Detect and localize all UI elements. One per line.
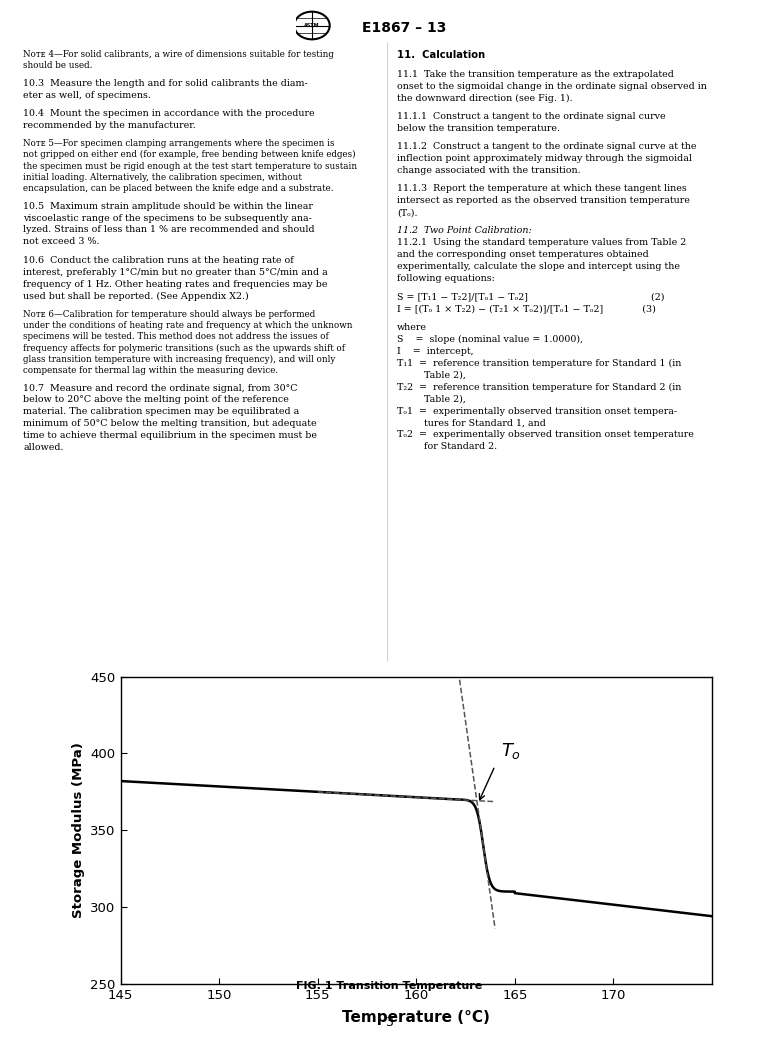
Text: compensate for thermal lag within the measuring device.: compensate for thermal lag within the me…	[23, 366, 279, 375]
Text: Tₒ2  =  experimentally observed transition onset temperature: Tₒ2 = experimentally observed transition…	[397, 430, 694, 439]
Text: frequency of 1 Hz. Other heating rates and frequencies may be: frequency of 1 Hz. Other heating rates a…	[23, 280, 328, 288]
Text: 11.1.1  Construct a tangent to the ordinate signal curve: 11.1.1 Construct a tangent to the ordina…	[397, 111, 665, 121]
Text: the downward direction (see Fig. 1).: the downward direction (see Fig. 1).	[397, 94, 573, 103]
Text: Table 2),: Table 2),	[397, 371, 466, 380]
Text: Nᴏᴛᴇ 4—For solid calibrants, a wire of dimensions suitable for testing: Nᴏᴛᴇ 4—For solid calibrants, a wire of d…	[23, 50, 335, 59]
Text: specimens will be tested. This method does not address the issues of: specimens will be tested. This method do…	[23, 332, 329, 341]
Text: 11.1.3  Report the temperature at which these tangent lines: 11.1.3 Report the temperature at which t…	[397, 184, 686, 194]
Text: time to achieve thermal equilibrium in the specimen must be: time to achieve thermal equilibrium in t…	[23, 431, 317, 440]
Text: the specimen must be rigid enough at the test start temperature to sustain: the specimen must be rigid enough at the…	[23, 161, 357, 171]
Text: Nᴏᴛᴇ 5—For specimen clamping arrangements where the specimen is: Nᴏᴛᴇ 5—For specimen clamping arrangement…	[23, 139, 335, 148]
Text: FIG. 1 Transition Temperature: FIG. 1 Transition Temperature	[296, 981, 482, 991]
Text: onset to the sigmoidal change in the ordinate signal observed in: onset to the sigmoidal change in the ord…	[397, 82, 706, 91]
Text: for Standard 2.: for Standard 2.	[397, 442, 497, 452]
Text: experimentally, calculate the slope and intercept using the: experimentally, calculate the slope and …	[397, 262, 680, 272]
Text: 10.4  Mount the specimen in accordance with the procedure: 10.4 Mount the specimen in accordance wi…	[23, 109, 315, 118]
Text: 11.  Calculation: 11. Calculation	[397, 50, 485, 60]
Text: 11.2.1  Using the standard temperature values from Table 2: 11.2.1 Using the standard temperature va…	[397, 238, 686, 248]
Text: used but shall be reported. (See Appendix X2.): used but shall be reported. (See Appendi…	[23, 291, 249, 301]
Text: 3: 3	[385, 1016, 393, 1029]
Text: S    =  slope (nominal value = 1.0000),: S = slope (nominal value = 1.0000),	[397, 334, 583, 344]
Text: 10.6  Conduct the calibration runs at the heating rate of: 10.6 Conduct the calibration runs at the…	[23, 256, 294, 264]
Text: 11.2  Two Point Calibration:: 11.2 Two Point Calibration:	[397, 226, 531, 235]
Text: inflection point approximately midway through the sigmoidal: inflection point approximately midway th…	[397, 154, 692, 163]
Text: Tₒ1  =  experimentally observed transition onset tempera-: Tₒ1 = experimentally observed transition…	[397, 406, 677, 415]
Text: T₂2  =  reference transition temperature for Standard 2 (in: T₂2 = reference transition temperature f…	[397, 382, 682, 391]
Text: below to 20°C above the melting point of the reference: below to 20°C above the melting point of…	[23, 396, 289, 405]
Text: below the transition temperature.: below the transition temperature.	[397, 124, 560, 133]
Text: initial loading. Alternatively, the calibration specimen, without: initial loading. Alternatively, the cali…	[23, 173, 302, 182]
Text: 11.1  Take the transition temperature as the extrapolated: 11.1 Take the transition temperature as …	[397, 70, 674, 79]
Text: change associated with the transition.: change associated with the transition.	[397, 166, 580, 175]
Text: viscoelastic range of the specimens to be subsequently ana-: viscoelastic range of the specimens to b…	[23, 213, 312, 223]
Text: not gripped on either end (for example, free bending between knife edges): not gripped on either end (for example, …	[23, 150, 356, 159]
Text: under the conditions of heating rate and frequency at which the unknown: under the conditions of heating rate and…	[23, 321, 353, 330]
Text: T₁1  =  reference transition temperature for Standard 1 (in: T₁1 = reference transition temperature f…	[397, 358, 682, 367]
Text: 10.7  Measure and record the ordinate signal, from 30°C: 10.7 Measure and record the ordinate sig…	[23, 383, 298, 392]
Text: I = [(Tₒ 1 × T₂2) − (T₂1 × Tₒ2)]/[Tₒ1 − Tₒ2]             (3): I = [(Tₒ 1 × T₂2) − (T₂1 × Tₒ2)]/[Tₒ1 − …	[397, 304, 656, 313]
Text: $T_o$: $T_o$	[501, 741, 521, 761]
Text: tures for Standard 1, and: tures for Standard 1, and	[397, 418, 545, 428]
Text: 10.3  Measure the length and for solid calibrants the diam-: 10.3 Measure the length and for solid ca…	[23, 79, 308, 87]
Text: minimum of 50°C below the melting transition, but adequate: minimum of 50°C below the melting transi…	[23, 420, 317, 429]
Text: eter as well, of specimens.: eter as well, of specimens.	[23, 91, 151, 100]
Text: following equations:: following equations:	[397, 274, 495, 283]
Y-axis label: Storage Modulus (MPa): Storage Modulus (MPa)	[72, 742, 85, 918]
Text: intersect as reported as the observed transition temperature: intersect as reported as the observed tr…	[397, 196, 689, 205]
Text: not exceed 3 %.: not exceed 3 %.	[23, 237, 100, 247]
Text: I    =  intercept,: I = intercept,	[397, 347, 473, 356]
Text: frequency affects for polymeric transitions (such as the upwards shift of: frequency affects for polymeric transiti…	[23, 344, 345, 353]
Text: recommended by the manufacturer.: recommended by the manufacturer.	[23, 121, 196, 130]
Text: (Tₒ).: (Tₒ).	[397, 208, 417, 218]
Text: Table 2),: Table 2),	[397, 395, 466, 404]
Text: 10.5  Maximum strain amplitude should be within the linear: 10.5 Maximum strain amplitude should be …	[23, 202, 314, 210]
Text: Nᴏᴛᴇ 6—Calibration for temperature should always be performed: Nᴏᴛᴇ 6—Calibration for temperature shoul…	[23, 310, 316, 319]
Text: should be used.: should be used.	[23, 61, 93, 70]
Text: lyzed. Strains of less than 1 % are recommended and should: lyzed. Strains of less than 1 % are reco…	[23, 226, 315, 234]
Text: 11.1.2  Construct a tangent to the ordinate signal curve at the: 11.1.2 Construct a tangent to the ordina…	[397, 142, 696, 151]
Text: glass transition temperature with increasing frequency), and will only: glass transition temperature with increa…	[23, 355, 336, 364]
Text: encapsulation, can be placed between the knife edge and a substrate.: encapsulation, can be placed between the…	[23, 184, 334, 193]
Text: ASTM: ASTM	[304, 23, 320, 28]
Text: material. The calibration specimen may be equilibrated a: material. The calibration specimen may b…	[23, 407, 300, 416]
Text: where: where	[397, 323, 427, 332]
Text: interest, preferably 1°C/min but no greater than 5°C/min and a: interest, preferably 1°C/min but no grea…	[23, 268, 328, 277]
Text: S = [T₁1 − T₂2]/[Tₒ1 − Tₒ2]                                         (2): S = [T₁1 − T₂2]/[Tₒ1 − Tₒ2] (2)	[397, 293, 664, 302]
Text: allowed.: allowed.	[23, 443, 64, 453]
Text: and the corresponding onset temperatures obtained: and the corresponding onset temperatures…	[397, 250, 649, 259]
X-axis label: Temperature (°C): Temperature (°C)	[342, 1010, 490, 1025]
Text: E1867 – 13: E1867 – 13	[362, 21, 446, 34]
